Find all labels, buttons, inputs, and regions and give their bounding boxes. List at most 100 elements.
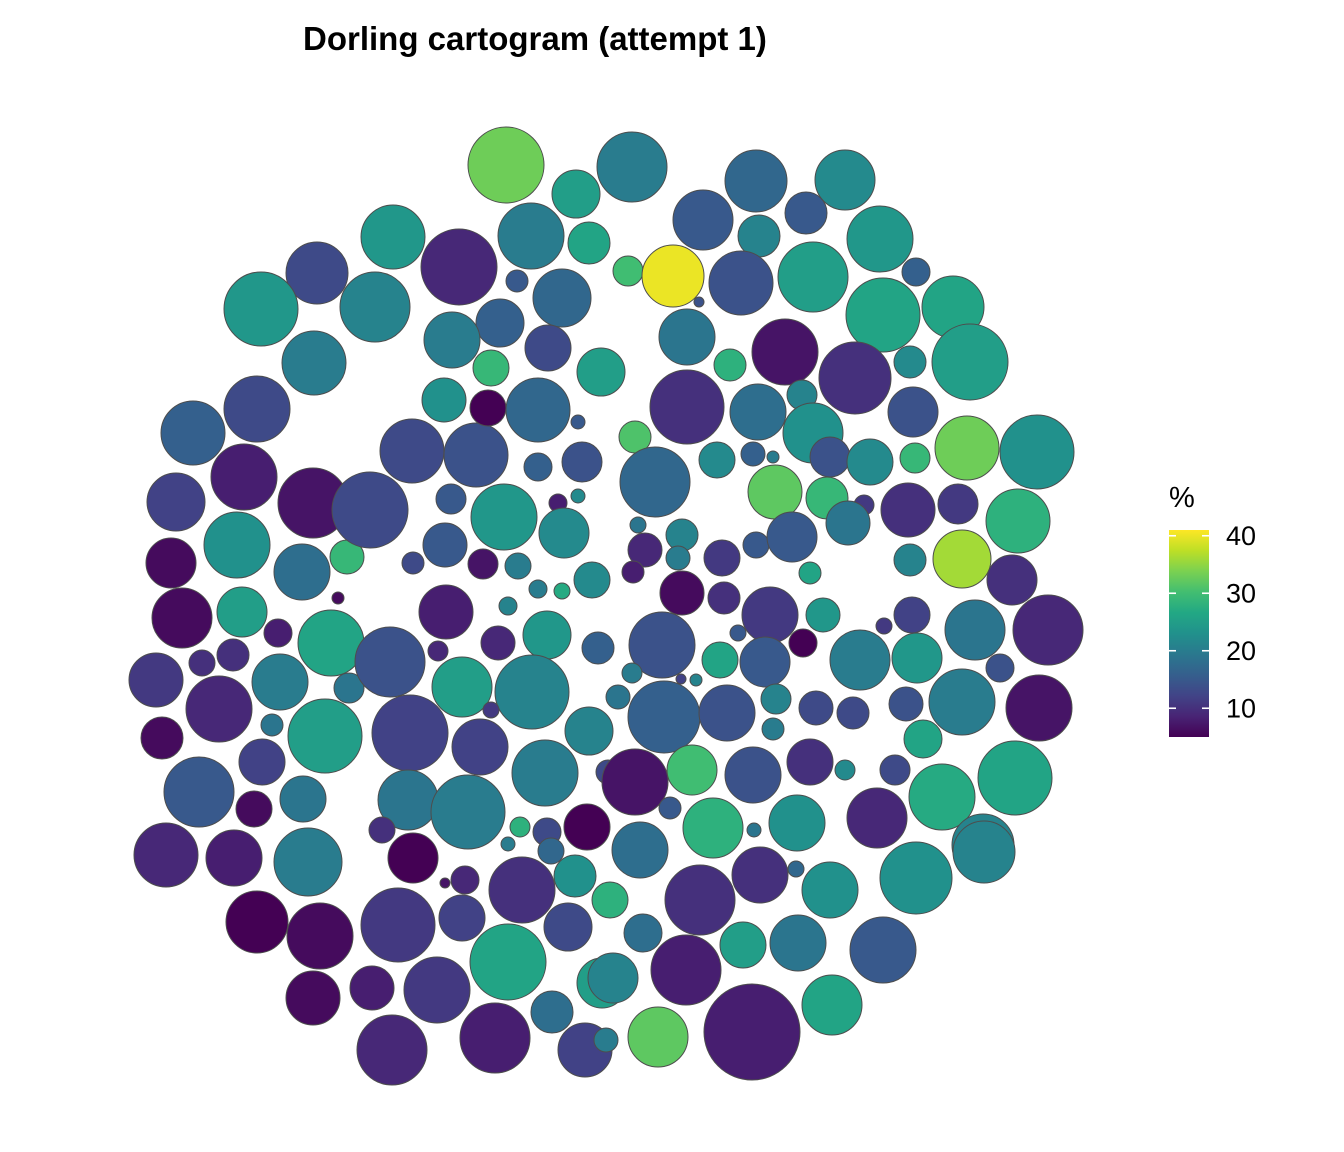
cartogram-circle: [422, 522, 468, 568]
cartogram-circle: [203, 511, 271, 579]
cartogram-circle: [605, 684, 631, 710]
cartogram-circle: [798, 690, 834, 726]
cartogram-circle: [952, 820, 1016, 884]
cartogram-circle: [601, 748, 669, 816]
chart-title: Dorling cartogram (attempt 1): [303, 20, 767, 57]
cartogram-circle: [977, 740, 1053, 816]
cartogram-circle: [587, 952, 639, 1004]
cartogram-circle: [650, 934, 722, 1006]
cartogram-circle: [818, 341, 892, 415]
cartogram-circle: [470, 483, 538, 551]
cartogram-circle: [505, 269, 529, 293]
cartogram-circle: [641, 244, 705, 308]
legend-title: %: [1169, 482, 1195, 514]
cartogram-circle: [467, 126, 545, 204]
cartogram-circle: [523, 452, 553, 482]
cartogram-circle: [553, 854, 597, 898]
cartogram-circle: [140, 716, 184, 760]
cartogram-circle: [805, 597, 841, 633]
cartogram-circle: [522, 610, 572, 660]
cartogram-circle: [786, 738, 834, 786]
cartogram-circle: [427, 640, 449, 662]
legend-tick-label: 40: [1226, 521, 1256, 551]
cartogram-circle: [932, 529, 992, 589]
cartogram-circle: [505, 377, 571, 443]
cartogram-circle: [333, 672, 365, 704]
cartogram-circle: [899, 442, 931, 474]
cartogram-circle: [693, 296, 705, 308]
cartogram-circle: [846, 438, 894, 486]
cartogram-circle: [849, 916, 917, 984]
cartogram-circle: [628, 611, 696, 679]
cartogram-circle: [729, 624, 747, 642]
cartogram-circle: [459, 1002, 531, 1074]
cartogram-circle: [708, 250, 774, 316]
cartogram-circle: [480, 625, 516, 661]
cartogram-circle: [751, 318, 819, 386]
cartogram-circle: [739, 636, 791, 688]
cartogram-circle: [769, 914, 827, 972]
cartogram-circle: [593, 1027, 619, 1053]
cartogram-circle: [784, 191, 828, 235]
cartogram-circle: [511, 739, 579, 807]
cartogram-circle: [438, 894, 486, 942]
cartogram-circle: [368, 816, 396, 844]
cartogram-circle: [747, 464, 803, 520]
cartogram-circle: [297, 609, 365, 677]
cartogram-circle: [893, 345, 927, 379]
cartogram-circle: [928, 668, 996, 736]
cartogram-circle: [801, 861, 859, 919]
cartogram-circle: [809, 436, 851, 478]
cartogram-circle: [986, 554, 1038, 606]
cartogram-circle: [629, 516, 647, 534]
cartogram-circle: [418, 584, 474, 640]
cartogram-circle: [596, 131, 668, 203]
cartogram-circle: [766, 450, 780, 464]
cartogram-circle: [235, 790, 273, 828]
cartogram-circle: [731, 846, 789, 904]
cartogram-circle: [788, 628, 818, 658]
cartogram-circle: [251, 653, 309, 711]
cartogram-circle: [689, 673, 703, 687]
cartogram-circle: [360, 204, 426, 270]
cartogram-circle: [339, 271, 411, 343]
cartogram-circle: [703, 983, 801, 1081]
cartogram-circle: [888, 686, 924, 722]
cartogram-circle: [151, 587, 213, 649]
cartogram-circle: [665, 545, 691, 571]
cartogram-circle: [846, 787, 908, 849]
cartogram-circle: [619, 446, 691, 518]
cartogram-circle: [845, 277, 921, 353]
cartogram-circle: [469, 923, 547, 1001]
cartogram-circle: [331, 591, 345, 605]
cartogram-circle: [591, 881, 629, 919]
cartogram-circle: [931, 323, 1009, 401]
cartogram-circle: [467, 548, 499, 580]
cartogram-circle: [443, 422, 509, 488]
cartogram-circle: [627, 532, 663, 568]
cartogram-circle: [354, 626, 426, 698]
cartogram-circle: [185, 675, 253, 743]
cartogram-circle: [188, 649, 216, 677]
cartogram-circle: [216, 638, 250, 672]
cartogram-circle: [746, 822, 762, 838]
cartogram-circle: [581, 631, 615, 665]
cartogram-circle: [423, 311, 481, 369]
cartogram-circle: [279, 775, 327, 823]
cartogram-circle: [570, 488, 586, 504]
cartogram-circle: [675, 673, 687, 685]
cartogram-circle: [145, 537, 197, 589]
cartogram-circle: [488, 856, 556, 924]
cartogram-circle: [672, 189, 734, 251]
cartogram-circle: [564, 706, 614, 756]
cartogram-circle: [420, 228, 498, 306]
cartogram-circle: [163, 756, 235, 828]
cartogram-circle: [621, 560, 645, 584]
cartogram-circle: [504, 552, 532, 580]
cartogram-circle: [666, 744, 718, 796]
color-legend: % 40 30 20 10: [1169, 482, 1256, 737]
cartogram-circle: [985, 488, 1051, 554]
legend-tick-label: 20: [1226, 636, 1256, 666]
cartogram-circle: [360, 887, 436, 963]
cartogram-circle: [371, 694, 449, 772]
